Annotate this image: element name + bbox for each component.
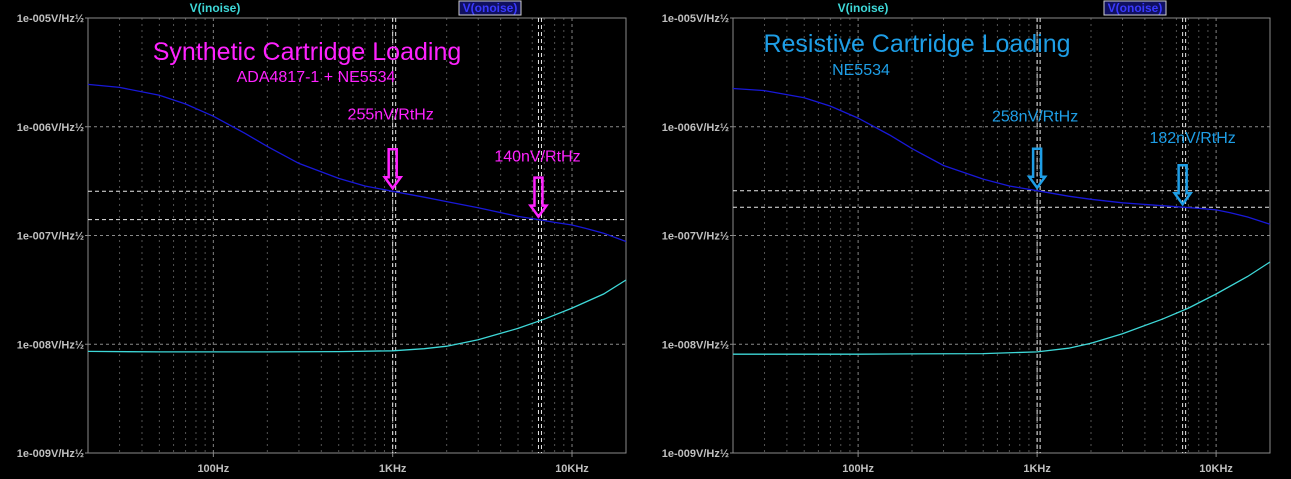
x-tick-label: 10KHz [555, 463, 589, 475]
series-line [87, 279, 627, 353]
series-line [732, 87, 1271, 225]
y-tick-label: 1e-005V/Hz½ [17, 13, 84, 25]
marker-value-label: 140nV/RtHz [494, 149, 580, 166]
marker-value-label: 258nV/RtHz [992, 109, 1078, 126]
y-tick-label: 1e-009V/Hz½ [17, 448, 84, 460]
synthetic-loading-panel: 1e-005V/Hz½ 1e-006V/Hz½ 1e-007V/Hz½ 1e-008V… [17, 0, 627, 475]
trace-header-label[interactable]: V(inoise) [190, 1, 241, 15]
y-tick-label: 1e-006V/Hz½ [662, 122, 729, 134]
trace-header-label[interactable]: V(onoise) [463, 1, 518, 15]
annotation-subtitle: NE5534 [832, 62, 890, 79]
x-tick-label: 100Hz [842, 463, 874, 475]
x-tick-label: 1KHz [379, 463, 407, 475]
trace-header-label[interactable]: V(inoise) [838, 1, 889, 15]
x-tick-label: 100Hz [197, 463, 229, 475]
y-tick-label: 1e-008V/Hz½ [662, 339, 729, 351]
x-tick-label: 10KHz [1199, 463, 1233, 475]
marker-value-label: 255nV/RtHz [348, 106, 434, 123]
marker-arrow-icon [1026, 147, 1048, 190]
trace-header-box [458, 0, 522, 16]
marker-arrow-icon [1172, 163, 1194, 207]
y-tick-label: 1e-007V/Hz½ [17, 231, 84, 243]
y-tick-label: 1e-008V/Hz½ [17, 339, 84, 351]
annotation-subtitle: ADA4817-1 + NE5534 [237, 69, 396, 86]
y-tick-label: 1e-006V/Hz½ [17, 122, 84, 134]
y-tick-label: 1e-007V/Hz½ [662, 231, 729, 243]
x-tick-label: 1KHz [1023, 463, 1051, 475]
trace-header-label[interactable]: V(onoise) [1108, 1, 1163, 15]
annotation-title: Synthetic Cartridge Loading [153, 38, 462, 66]
resistive-loading-panel: 1e-005V/Hz½ 1e-006V/Hz½ 1e-007V/Hz½ 1e-008V… [662, 0, 1271, 475]
y-tick-label: 1e-009V/Hz½ [662, 448, 729, 460]
marker-value-label: 182nV/RtHz [1149, 130, 1235, 147]
y-tick-label: 1e-005V/Hz½ [662, 13, 729, 25]
trace-header-box [1103, 0, 1167, 16]
annotation-title: Resistive Cartridge Loading [763, 30, 1070, 58]
marker-arrow-icon [528, 176, 549, 219]
marker-arrow-icon [382, 148, 404, 191]
series-line [87, 83, 627, 243]
series-line [733, 261, 1271, 355]
